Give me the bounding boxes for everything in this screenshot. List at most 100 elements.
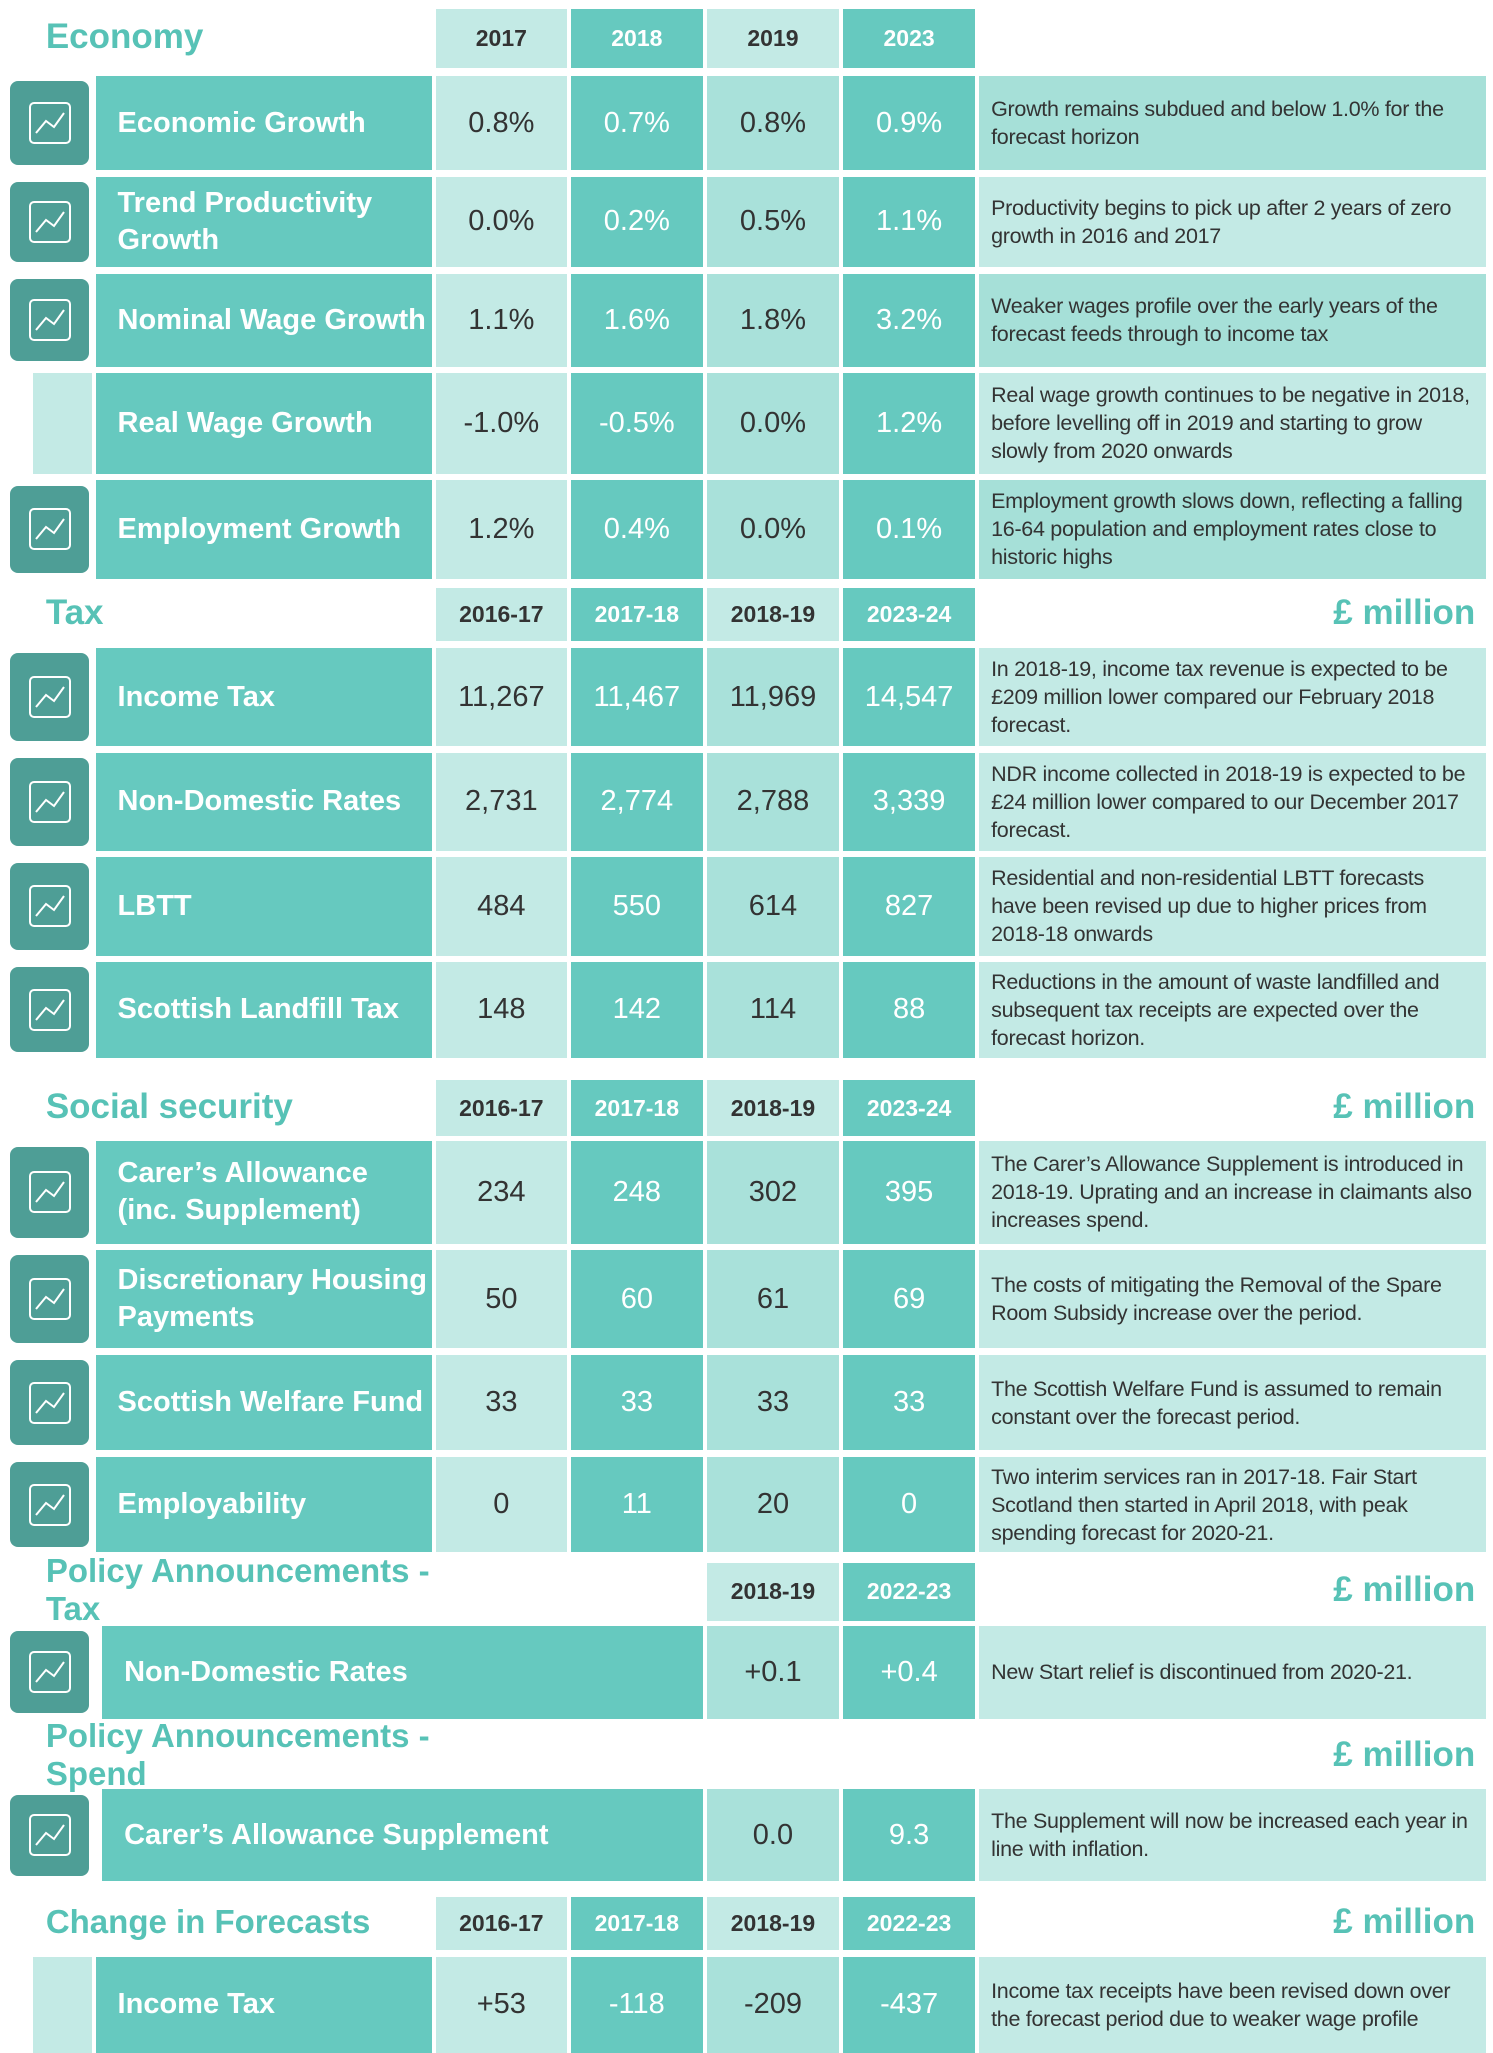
- unit-label: £ million: [1333, 593, 1476, 633]
- note: Real wage growth continues to be negativ…: [979, 373, 1486, 474]
- value-cell: 0.5%: [706, 176, 840, 268]
- section-title: Policy Announcements - Tax: [45, 1552, 430, 1628]
- note: Employment growth slows down, reflecting…: [979, 480, 1486, 579]
- value-cell: 11: [570, 1456, 703, 1553]
- value-cell: 0.4%: [570, 480, 703, 579]
- value-cell: 1.1%: [435, 273, 567, 367]
- row-label: Scottish Welfare Fund: [95, 1354, 432, 1451]
- note: The costs of mitigating the Removal of t…: [979, 1250, 1486, 1349]
- icon: [10, 1360, 89, 1446]
- note: Growth remains subdued and below 1.0% fo…: [979, 75, 1486, 171]
- note: Reductions in the amount of waste landfi…: [979, 962, 1486, 1058]
- section-title: Policy Announcements - Spend: [45, 1716, 430, 1792]
- note: The Scottish Welfare Fund is assumed to …: [979, 1354, 1486, 1451]
- value-cell: 2,731: [435, 752, 567, 851]
- value-cell: 2,774: [570, 752, 703, 851]
- value-cell: 33: [570, 1354, 703, 1451]
- value-cell: 395: [842, 1141, 976, 1244]
- column-header: 2022-23: [842, 1562, 976, 1621]
- value-cell: 148: [435, 962, 567, 1058]
- value-cell: 142: [570, 962, 703, 1058]
- row-label: Income Tax: [95, 647, 432, 747]
- column-header: 2023: [842, 9, 976, 69]
- value-cell: 33: [842, 1354, 976, 1451]
- value-cell: -0.5%: [570, 373, 703, 474]
- row-label: Non-Domestic Rates: [95, 752, 432, 851]
- value-cell: 0.8%: [435, 75, 567, 171]
- section-title: Tax: [45, 593, 104, 633]
- note: The Supplement will now be increased eac…: [979, 1789, 1486, 1882]
- icon: [10, 757, 89, 846]
- icon: [10, 485, 89, 574]
- column-header: 2017: [435, 9, 567, 69]
- icon: [10, 181, 89, 262]
- note: The Carer’s Allowance Supplement is intr…: [979, 1141, 1486, 1244]
- column-header: 2018-19: [706, 1896, 840, 1951]
- column-header: 2016-17: [435, 587, 567, 642]
- unit-label: £ million: [1333, 1902, 1476, 1942]
- column-header: 2023-24: [842, 1079, 976, 1137]
- row-label: Trend Productivity Growth: [95, 176, 432, 268]
- icon: [10, 1794, 89, 1876]
- icon: [10, 1462, 89, 1548]
- value-cell: -118: [570, 1956, 703, 2053]
- value-cell: 11,969: [706, 647, 840, 747]
- note: NDR income collected in 2018-19 is expec…: [979, 752, 1486, 851]
- value-cell: 20: [706, 1456, 840, 1553]
- column-header: 2018-19: [706, 1079, 840, 1137]
- value-cell: -209: [706, 1956, 840, 2053]
- value-cell: 1.6%: [570, 273, 703, 367]
- value-cell: 248: [570, 1141, 703, 1244]
- value-cell: 0.1%: [842, 480, 976, 579]
- value-cell: 60: [570, 1250, 703, 1349]
- row-label: Real Wage Growth: [95, 373, 432, 474]
- section-title: Change in Forecasts: [45, 1903, 371, 1941]
- value-cell: 550: [570, 857, 703, 956]
- icon: [10, 1255, 89, 1344]
- unit-label: £ million: [1333, 1086, 1476, 1126]
- value-cell: 2,788: [706, 752, 840, 851]
- value-cell: 11,267: [435, 647, 567, 747]
- row-label: Nominal Wage Growth: [95, 273, 432, 367]
- note: Two interim services ran in 2017-18. Fai…: [979, 1456, 1486, 1553]
- note: New Start relief is discontinued from 20…: [979, 1625, 1486, 1719]
- row-label: Non-Domestic Rates: [102, 1625, 703, 1719]
- value-cell: 11,467: [570, 647, 703, 747]
- row-label: Employability: [95, 1456, 432, 1553]
- icon: [10, 278, 89, 362]
- value-cell: 827: [842, 857, 976, 956]
- value-cell: -437: [842, 1956, 976, 2053]
- row-label: Employment Growth: [95, 480, 432, 579]
- icon-filler: [32, 1956, 92, 2053]
- icon: [10, 653, 89, 741]
- value-cell: 69: [842, 1250, 976, 1349]
- note: In 2018-19, income tax revenue is expect…: [979, 647, 1486, 747]
- row-label: Income Tax: [95, 1956, 432, 2053]
- note: Weaker wages profile over the early year…: [979, 273, 1486, 367]
- value-cell: 0.7%: [570, 75, 703, 171]
- value-cell: 614: [706, 857, 840, 956]
- value-cell: 0.0%: [706, 373, 840, 474]
- value-cell: 0.8%: [706, 75, 840, 171]
- value-cell: 33: [435, 1354, 567, 1451]
- value-cell: 88: [842, 962, 976, 1058]
- value-cell: 114: [706, 962, 840, 1058]
- icon: [10, 1146, 89, 1239]
- value-cell: 61: [706, 1250, 840, 1349]
- value-cell: 1.8%: [706, 273, 840, 367]
- value-cell: 0.0: [706, 1789, 840, 1882]
- value-cell: 0.0%: [435, 176, 567, 268]
- row-label: Economic Growth: [95, 75, 432, 171]
- column-header: 2017-18: [570, 1079, 703, 1137]
- column-header: 2018-19: [706, 1562, 840, 1621]
- row-label: LBTT: [95, 857, 432, 956]
- value-cell: 0.9%: [842, 75, 976, 171]
- value-cell: 484: [435, 857, 567, 956]
- value-cell: 302: [706, 1141, 840, 1244]
- note: Productivity begins to pick up after 2 y…: [979, 176, 1486, 268]
- value-cell: 14,547: [842, 647, 976, 747]
- value-cell: 33: [706, 1354, 840, 1451]
- value-cell: 50: [435, 1250, 567, 1349]
- value-cell: 0.2%: [570, 176, 703, 268]
